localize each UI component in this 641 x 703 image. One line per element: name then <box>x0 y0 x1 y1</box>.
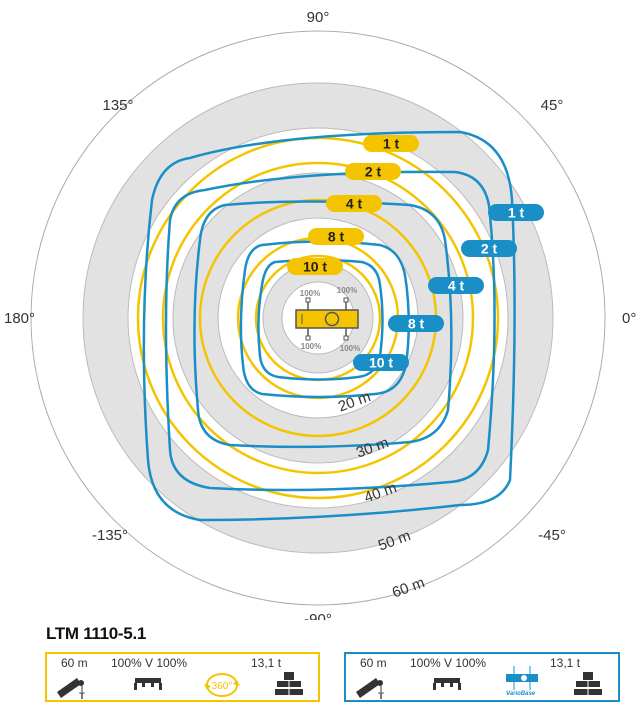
yellow-curve-2t <box>161 161 475 475</box>
outer-circle <box>30 30 606 606</box>
outrigger-icon <box>433 678 461 690</box>
angle-label-90: 90° <box>307 9 330 26</box>
svg-text:2 t: 2 t <box>365 164 382 180</box>
model-title: LTM 1110-5.1 <box>46 624 147 643</box>
blue-curve-8t <box>239 240 410 399</box>
crane-top-view-icon <box>295 297 359 341</box>
blue-curve-4t <box>193 200 453 449</box>
counterweight-icon <box>275 672 303 695</box>
svg-text:4 t: 4 t <box>346 196 363 212</box>
svg-text:T: T <box>378 691 384 700</box>
outrigger-pct-front-right: 100% <box>337 286 357 295</box>
outrigger-pct-rear-right: 100% <box>340 344 360 353</box>
blue-curve-2t <box>164 170 496 492</box>
load-chart-diagram: 90° 45° 0° -45° -90° -135° 180° 135° 20 … <box>4 9 636 620</box>
outrigger-icon <box>134 678 162 690</box>
yellow-badge-2t: 2 t <box>345 163 401 180</box>
slewing-360-icon: 360° <box>204 673 240 697</box>
outrigger-pct-rear-left: 100% <box>301 342 321 351</box>
blue-badge-2t: 2 t <box>461 240 517 257</box>
blue-badge-10t: 10 t <box>353 354 409 371</box>
blue-curve-1t <box>142 130 516 522</box>
boom-icon: T <box>356 678 384 700</box>
variobase-icon <box>506 666 538 690</box>
svg-text:T: T <box>79 691 85 700</box>
yellow-badge-8t: 8 t <box>308 228 364 245</box>
yellow-badge-10t: 10 t <box>287 258 343 275</box>
config-panel-360: 60 m 100% V 100% 13,1 t T 360° <box>45 652 320 702</box>
angle-label-minus45: -45° <box>538 527 566 544</box>
svg-text:10 t: 10 t <box>303 259 327 275</box>
svg-text:1 t: 1 t <box>508 205 525 221</box>
boom-icon: T <box>57 678 85 700</box>
angle-label-180: 180° <box>4 310 35 327</box>
yellow-badge-1t: 1 t <box>363 135 419 152</box>
svg-text:10 t: 10 t <box>369 355 393 371</box>
svg-text:8 t: 8 t <box>408 316 425 332</box>
outrigger-setting-label: 100% V 100% <box>410 656 487 670</box>
blue-badge-4t: 4 t <box>428 277 484 294</box>
boom-length-label: 60 m <box>360 656 387 670</box>
svg-text:2 t: 2 t <box>481 241 498 257</box>
angle-label-135: 135° <box>102 97 133 114</box>
yellow-badge-4t: 4 t <box>326 195 382 212</box>
variobase-label: VarioBase <box>506 691 536 697</box>
angle-label-minus135: -135° <box>92 527 128 544</box>
config-panel-variobase: 60 m 100% V 100% 13,1 t T VarioBase <box>344 652 620 702</box>
radius-label-60m: 60 m <box>390 574 427 601</box>
boom-length-label: 60 m <box>61 656 88 670</box>
counterweight-icon <box>574 672 602 695</box>
angle-label-0: 0° <box>622 310 636 327</box>
counterweight-label: 13,1 t <box>251 656 282 670</box>
outrigger-pct-front-left: 100% <box>300 289 320 298</box>
blue-badge-8t: 8 t <box>388 315 444 332</box>
svg-text:360°: 360° <box>212 681 233 692</box>
svg-text:1 t: 1 t <box>383 136 400 152</box>
outrigger-setting-label: 100% V 100% <box>111 656 188 670</box>
blue-badge-1t: 1 t <box>488 204 544 221</box>
svg-text:4 t: 4 t <box>448 278 465 294</box>
svg-text:8 t: 8 t <box>328 229 345 245</box>
angle-label-minus90: -90° <box>304 611 332 620</box>
angle-label-45: 45° <box>541 97 564 114</box>
blue-curve-10t <box>257 258 384 381</box>
counterweight-label: 13,1 t <box>550 656 581 670</box>
